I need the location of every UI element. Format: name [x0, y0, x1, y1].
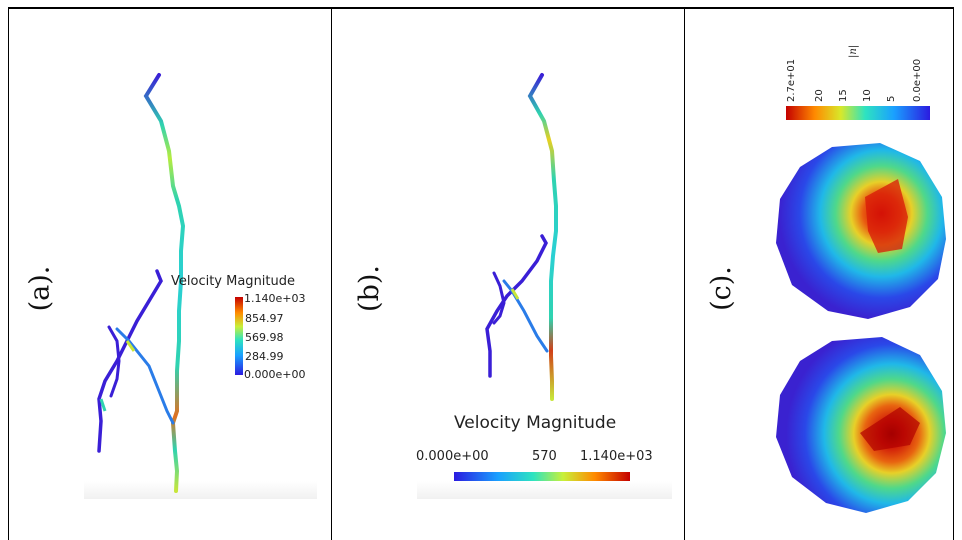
legend-a-tick-min: 0.000e+00 — [244, 368, 306, 381]
figure-frame: (a). Velocity Magnitude 1.140e+03 854.97… — [8, 7, 954, 540]
cross-section-top — [776, 143, 946, 319]
colorbar-a — [235, 297, 243, 375]
legend-b-tick-min: 0.000e+00 — [416, 449, 489, 464]
colorbar-c — [786, 106, 930, 120]
legend-a-tick-max: 1.140e+03 — [244, 292, 306, 305]
colorbar-b — [454, 472, 630, 481]
right-border — [953, 9, 954, 540]
legend-a-tick-4: 284.99 — [245, 350, 284, 363]
legend-a-tick-2: 854.97 — [245, 312, 284, 325]
panel-c: (c). |n| 2.7e+01 20 15 10 5 0.0e+00 — [685, 11, 953, 540]
vessel-tree-a — [97, 73, 186, 493]
divider-bc — [684, 9, 685, 540]
legend-b-tick-mid: 570 — [532, 449, 557, 464]
legend-c-tick-5: 5 — [886, 95, 897, 102]
legend-c-tick-max: 2.7e+01 — [786, 58, 797, 102]
legend-a-title: Velocity Magnitude — [171, 274, 296, 289]
legend-a-tick-3: 569.98 — [245, 331, 284, 344]
legend-c-tick-20: 20 — [814, 89, 825, 102]
legend-b-tick-max: 1.140e+03 — [580, 449, 653, 464]
panel-a: (a). Velocity Magnitude 1.140e+03 854.97… — [9, 11, 331, 540]
legend-c-tick-min: 0.0e+00 — [912, 58, 923, 102]
legend-c-title: |n| — [848, 44, 859, 58]
vessel-tree-b — [485, 73, 558, 401]
legend-c-tick-10: 10 — [862, 89, 873, 102]
panel-b: (b). Velocity Magnitude 0.000e+00 570 1.… — [332, 11, 684, 540]
cross-section-bottom — [776, 337, 946, 513]
panel-c-label: (c). — [705, 266, 737, 311]
legend-b-title: Velocity Magnitude — [454, 413, 617, 433]
panel-a-floor — [84, 481, 317, 499]
panel-b-floor — [417, 481, 672, 499]
left-border — [8, 9, 9, 540]
legend-c-tick-15: 15 — [838, 89, 849, 102]
divider-ab — [331, 9, 332, 540]
